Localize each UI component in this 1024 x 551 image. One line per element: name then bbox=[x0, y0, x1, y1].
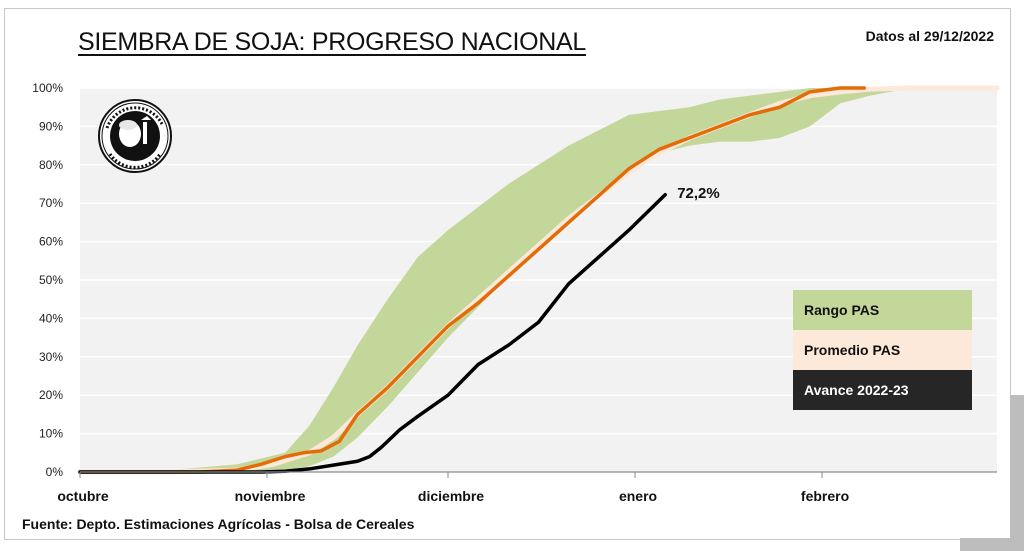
series-group bbox=[77, 85, 1000, 475]
x-tick-label: diciembre bbox=[418, 488, 484, 504]
legend-item-avance: Avance 2022-23 bbox=[793, 370, 972, 410]
chart-title: SIEMBRA DE SOJA: PROGRESO NACIONAL bbox=[78, 28, 586, 56]
legend-item-promedio-pas: Promedio PAS bbox=[793, 330, 972, 370]
x-tick-label: enero bbox=[619, 488, 657, 504]
data-date-label: Datos al 29/12/2022 bbox=[865, 28, 994, 44]
y-tick-label: 80% bbox=[39, 158, 63, 172]
series-line-promedio-pas-orange bbox=[78, 86, 867, 474]
frame-shadow bbox=[1010, 395, 1024, 551]
x-tick-label: febrero bbox=[801, 488, 849, 504]
y-axis: 0% 10% 20% 30% 40% 50% 60% 70% 80% 90% 100% bbox=[32, 81, 63, 479]
y-tick-label: 30% bbox=[39, 350, 63, 364]
x-axis: octubre noviembre diciembre enero febrero bbox=[57, 471, 997, 504]
y-tick-label: 10% bbox=[39, 427, 63, 441]
y-tick-label: 0% bbox=[46, 465, 64, 479]
frame-shadow bbox=[960, 538, 1024, 551]
source-note: Fuente: Depto. Estimaciones Agrícolas - … bbox=[22, 516, 415, 532]
series-line-promedio-pas bbox=[77, 85, 1000, 475]
legend: Rango PAS Promedio PAS Avance 2022-23 bbox=[793, 290, 972, 410]
y-tick-label: 20% bbox=[39, 388, 63, 402]
legend-item-rango-pas: Rango PAS bbox=[793, 290, 972, 330]
y-tick-label: 60% bbox=[39, 235, 63, 249]
x-tick-label: octubre bbox=[57, 488, 109, 504]
y-tick-label: 50% bbox=[39, 273, 63, 287]
y-tick-label: 70% bbox=[39, 196, 63, 210]
bolsa-de-cereales-seal-icon bbox=[98, 99, 172, 173]
y-tick-label: 40% bbox=[39, 311, 63, 325]
logo bbox=[92, 98, 178, 174]
y-tick-label: 100% bbox=[32, 81, 63, 95]
y-tick-label: 90% bbox=[39, 119, 63, 133]
series-band-rango-pas bbox=[80, 88, 997, 472]
current-progress-label: 72,2% bbox=[677, 185, 720, 202]
x-tick-label: noviembre bbox=[235, 488, 306, 504]
series-line-avance-2022-23 bbox=[78, 193, 667, 474]
